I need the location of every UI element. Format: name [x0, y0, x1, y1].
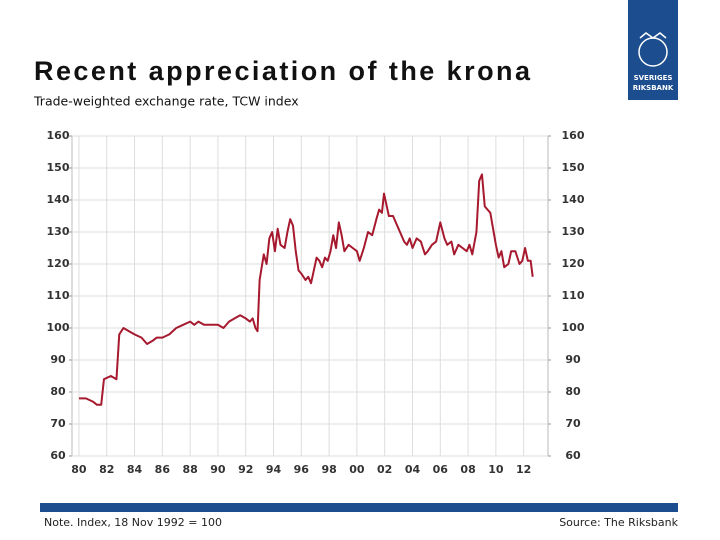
y2-tick-label: 120	[562, 257, 585, 270]
logo-box	[628, 0, 678, 100]
y-tick-label: 140	[47, 193, 70, 206]
x-tick-label: 84	[127, 463, 143, 476]
y2-tick-label: 110	[562, 289, 585, 302]
chart-subtitle: Trade-weighted exchange rate, TCW index	[33, 94, 299, 109]
x-tick-label: 82	[99, 463, 114, 476]
logo-text: SVERIGES	[634, 74, 673, 82]
y-tick-label: 70	[50, 417, 66, 430]
x-tick-label: 88	[182, 463, 197, 476]
source: Source: The Riksbank	[559, 516, 678, 529]
y-tick-label: 120	[47, 257, 70, 270]
y2-tick-label: 130	[562, 225, 585, 238]
y-tick-label: 60	[50, 449, 66, 462]
y2-tick-label: 60	[565, 449, 581, 462]
y2-tick-label: 80	[565, 385, 581, 398]
x-tick-label: 02	[377, 463, 392, 476]
y2-tick-label: 160	[562, 129, 585, 142]
y2-tick-label: 100	[562, 321, 585, 334]
x-tick-label: 92	[238, 463, 253, 476]
y-tick-label: 100	[47, 321, 70, 334]
y-tick-label: 150	[47, 161, 70, 174]
x-tick-label: 10	[488, 463, 504, 476]
x-tick-label: 00	[349, 463, 365, 476]
y-tick-label: 80	[50, 385, 66, 398]
footer-bar	[40, 503, 678, 512]
x-tick-label: 90	[210, 463, 226, 476]
x-tick-label: 94	[266, 463, 282, 476]
y-tick-label: 160	[47, 129, 70, 142]
logo-text: RIKSBANK	[633, 84, 674, 92]
y2-tick-label: 70	[565, 417, 581, 430]
x-tick-label: 80	[71, 463, 87, 476]
y-tick-label: 110	[47, 289, 70, 302]
chart-title: Recent appreciation of the krona	[34, 56, 531, 86]
note: Note. Index, 18 Nov 1992 = 100	[44, 516, 222, 529]
series-line	[78, 173, 534, 406]
x-tick-label: 98	[321, 463, 336, 476]
x-tick-label: 06	[433, 463, 449, 476]
x-tick-label: 12	[516, 463, 531, 476]
y2-tick-label: 150	[562, 161, 585, 174]
logo-crowns	[639, 32, 667, 39]
y-tick-label: 130	[47, 225, 70, 238]
x-tick-label: 86	[155, 463, 171, 476]
y2-tick-label: 90	[565, 353, 581, 366]
y-tick-label: 90	[50, 353, 66, 366]
y2-tick-label: 140	[562, 193, 585, 206]
x-tick-label: 08	[460, 463, 475, 476]
x-tick-label: 96	[294, 463, 310, 476]
x-tick-label: 04	[405, 463, 421, 476]
